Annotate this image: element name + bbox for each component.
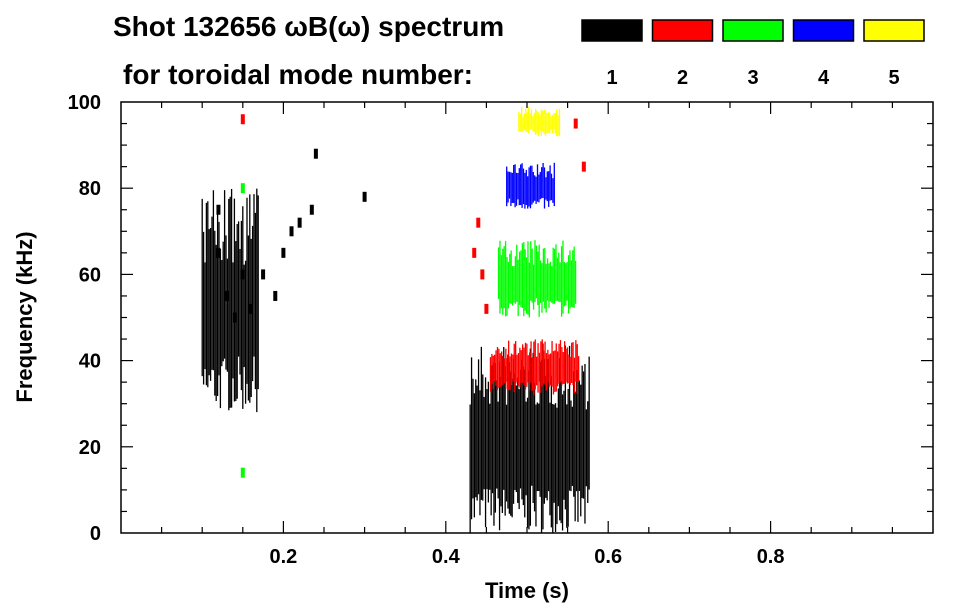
- chart-subtitle: for toroidal mode number:: [123, 59, 473, 90]
- series-1-point: [281, 247, 286, 258]
- legend-swatch-5: [863, 19, 925, 42]
- series-1-region: [469, 343, 590, 533]
- x-tick-label: 0.2: [269, 546, 297, 568]
- x-tick-label: 0.6: [594, 546, 622, 568]
- series-mode-3: [240, 183, 577, 478]
- series-2-region: [489, 339, 580, 396]
- series-2-point: [573, 118, 578, 129]
- series-2-point: [472, 247, 477, 258]
- legend-label-4: 4: [818, 67, 830, 89]
- series-2-point: [484, 303, 489, 314]
- series-1-point: [248, 303, 253, 314]
- series-mode-4: [506, 162, 555, 209]
- y-tick-label: 20: [79, 437, 101, 459]
- y-tick-label: 40: [79, 351, 101, 373]
- x-axis-title: Time (s): [485, 578, 569, 603]
- y-tick-label: 60: [79, 264, 101, 286]
- series-1-point: [232, 312, 237, 323]
- series-5-region: [518, 106, 561, 137]
- series-1-point: [289, 226, 294, 237]
- series-2-point: [476, 217, 481, 228]
- legend-swatch-2: [651, 19, 714, 42]
- series-1-point: [309, 204, 314, 215]
- legend-label-2: 2: [677, 67, 688, 89]
- chart-title: Shot 132656 ωB(ω) spectrum: [113, 11, 504, 42]
- series-mode-1: [201, 148, 590, 533]
- legend-label-3: 3: [747, 67, 758, 89]
- series-2-point: [240, 114, 245, 125]
- series-1-point: [240, 269, 245, 280]
- y-tick-label: 0: [90, 523, 101, 545]
- legend-label-5: 5: [888, 67, 899, 89]
- x-tick-label: 0.8: [757, 546, 785, 568]
- legend-swatch-4: [792, 19, 855, 42]
- series-1-point: [216, 247, 221, 258]
- x-tick-label: 0.4: [432, 546, 461, 568]
- series-2-point: [581, 161, 586, 172]
- series-1-point: [362, 191, 367, 202]
- series-1-region: [201, 188, 259, 413]
- series-1-point: [297, 217, 302, 228]
- series-1-point: [261, 269, 266, 280]
- series-2-point: [480, 269, 485, 280]
- y-tick-label: 80: [79, 178, 101, 200]
- series-3-point: [240, 183, 245, 194]
- legend-label-1: 1: [606, 67, 617, 89]
- y-tick-label: 100: [68, 92, 101, 114]
- series-4-region: [506, 162, 555, 209]
- legend-swatch-1: [581, 19, 643, 42]
- y-axis-title: Frequency (kHz): [12, 231, 37, 402]
- series-1-point: [273, 290, 278, 301]
- plot-data: [201, 106, 590, 533]
- series-3-region: [497, 240, 577, 318]
- series-3-point: [240, 467, 245, 478]
- series-1-point: [224, 290, 229, 301]
- series-1-point: [313, 148, 318, 159]
- series-1-point: [216, 204, 221, 215]
- series-mode-2: [240, 114, 586, 396]
- series-mode-5: [518, 106, 561, 137]
- legend: 1 2 3 4 5: [581, 19, 925, 89]
- axes: 0.2 0.4 0.6 0.8 0 20 40 60 80 100: [68, 92, 933, 568]
- legend-swatch-3: [722, 19, 784, 42]
